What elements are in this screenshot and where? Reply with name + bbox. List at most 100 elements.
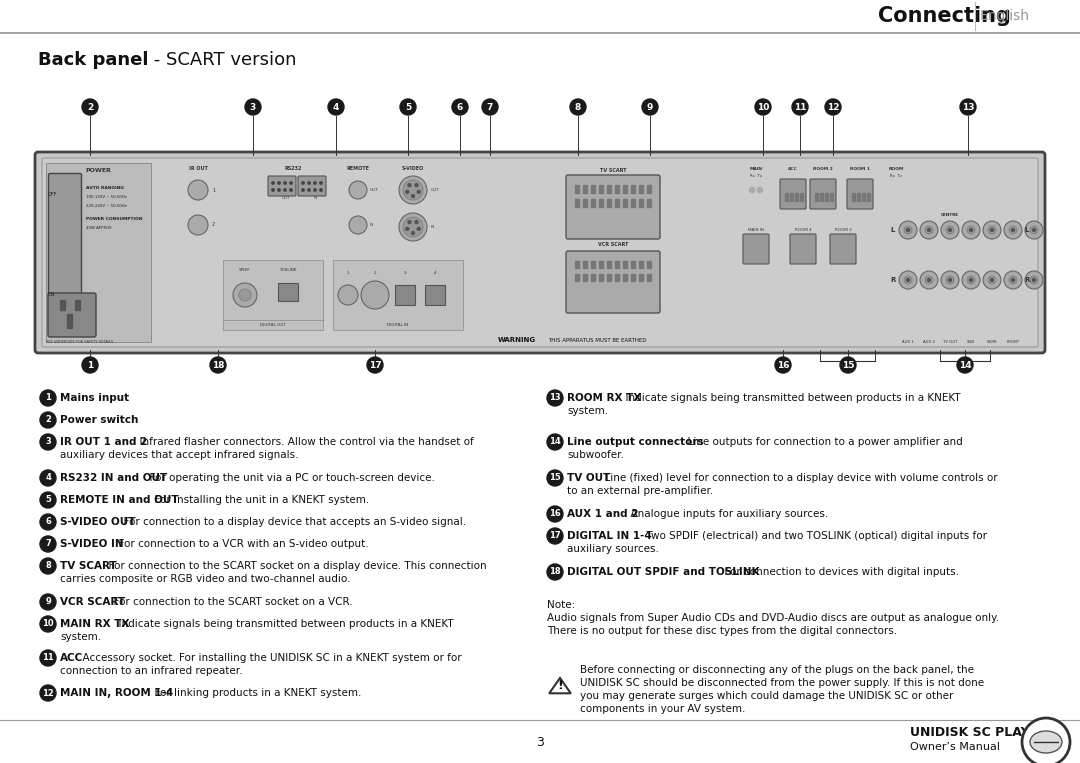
Circle shape bbox=[941, 271, 959, 289]
Bar bbox=[615, 274, 619, 281]
Text: 11: 11 bbox=[42, 653, 54, 662]
Text: 1: 1 bbox=[212, 188, 215, 192]
Bar bbox=[426, 285, 445, 305]
Bar bbox=[591, 274, 595, 281]
Circle shape bbox=[40, 514, 56, 530]
Text: 4: 4 bbox=[333, 102, 339, 111]
Bar bbox=[639, 261, 643, 268]
Circle shape bbox=[328, 99, 345, 115]
Bar bbox=[639, 274, 643, 281]
Circle shape bbox=[948, 228, 951, 231]
Bar bbox=[46, 163, 151, 342]
Circle shape bbox=[239, 289, 251, 301]
Text: IN: IN bbox=[314, 196, 319, 200]
Text: system.: system. bbox=[567, 406, 608, 416]
Circle shape bbox=[825, 99, 841, 115]
Text: S-VIDEO IN: S-VIDEO IN bbox=[60, 539, 123, 549]
Bar bbox=[615, 199, 619, 207]
Circle shape bbox=[406, 227, 409, 230]
Circle shape bbox=[245, 99, 261, 115]
Circle shape bbox=[411, 195, 415, 198]
Text: For installing the unit in a KNEKT system.: For installing the unit in a KNEKT syste… bbox=[148, 495, 369, 505]
Bar bbox=[222, 260, 323, 330]
Text: to an external pre-amplifier.: to an external pre-amplifier. bbox=[567, 486, 713, 496]
Text: Power switch: Power switch bbox=[60, 415, 138, 425]
Circle shape bbox=[408, 221, 411, 224]
Bar bbox=[599, 199, 603, 207]
Circle shape bbox=[482, 99, 498, 115]
Circle shape bbox=[406, 190, 409, 193]
Text: Back panel: Back panel bbox=[38, 51, 149, 69]
Bar bbox=[278, 283, 298, 301]
Text: 13: 13 bbox=[962, 102, 974, 111]
Circle shape bbox=[40, 492, 56, 508]
Text: For connection to the SCART socket on a VCR.: For connection to the SCART socket on a … bbox=[107, 597, 352, 607]
Text: WARNING: WARNING bbox=[498, 337, 536, 343]
Bar bbox=[631, 274, 635, 281]
Circle shape bbox=[233, 283, 257, 307]
Text: IR OUT 1 and 2: IR OUT 1 and 2 bbox=[60, 437, 147, 447]
Circle shape bbox=[399, 213, 427, 241]
Text: TV SCART: TV SCART bbox=[599, 168, 626, 172]
Text: DIGITAL IN 1-4: DIGITAL IN 1-4 bbox=[567, 531, 651, 541]
Bar bbox=[631, 261, 635, 268]
Circle shape bbox=[946, 226, 954, 234]
Bar bbox=[67, 314, 72, 328]
Text: AUX 1 and 2: AUX 1 and 2 bbox=[567, 509, 638, 519]
Circle shape bbox=[40, 650, 56, 666]
Circle shape bbox=[415, 184, 418, 187]
Text: UNIDISK SC should be disconnected from the power supply. If this is not done: UNIDISK SC should be disconnected from t… bbox=[580, 678, 984, 688]
Bar bbox=[639, 185, 643, 193]
Text: 1: 1 bbox=[347, 271, 349, 275]
Circle shape bbox=[920, 271, 939, 289]
Text: 5: 5 bbox=[405, 102, 411, 111]
Text: Analogue inputs for auxiliary sources.: Analogue inputs for auxiliary sources. bbox=[624, 509, 828, 519]
Circle shape bbox=[338, 285, 357, 305]
Text: Line output connectors: Line output connectors bbox=[567, 437, 704, 447]
FancyBboxPatch shape bbox=[789, 234, 816, 264]
Text: 2: 2 bbox=[212, 223, 215, 227]
Bar bbox=[607, 261, 611, 268]
Circle shape bbox=[546, 434, 563, 450]
Text: 16: 16 bbox=[777, 360, 789, 369]
Text: IN: IN bbox=[370, 223, 374, 227]
Text: THIS APPARATUS MUST BE EARTHED: THIS APPARATUS MUST BE EARTHED bbox=[548, 337, 647, 343]
Text: 9: 9 bbox=[647, 102, 653, 111]
Text: 18: 18 bbox=[550, 568, 561, 577]
Text: Indicate signals being transmitted between products in a KNEKT: Indicate signals being transmitted betwe… bbox=[112, 619, 454, 629]
Bar bbox=[607, 185, 611, 193]
Bar bbox=[607, 199, 611, 207]
Circle shape bbox=[40, 434, 56, 450]
Circle shape bbox=[988, 276, 996, 284]
Bar bbox=[623, 185, 627, 193]
Circle shape bbox=[1009, 276, 1017, 284]
FancyBboxPatch shape bbox=[847, 179, 873, 209]
Text: Audio signals from Super Audio CDs and DVD-Audio discs are output as analogue on: Audio signals from Super Audio CDs and D… bbox=[546, 613, 999, 623]
Text: For connection to a VCR with an S-video output.: For connection to a VCR with an S-video … bbox=[112, 539, 368, 549]
Text: 7: 7 bbox=[487, 102, 494, 111]
Bar bbox=[785, 193, 788, 201]
Bar bbox=[615, 261, 619, 268]
Bar bbox=[395, 285, 415, 305]
Text: Line outputs for connection to a power amplifier and: Line outputs for connection to a power a… bbox=[681, 437, 963, 447]
Text: Indicate signals being transmitted between products in a KNEKT: Indicate signals being transmitted betwe… bbox=[619, 393, 960, 403]
FancyBboxPatch shape bbox=[298, 176, 326, 196]
Bar bbox=[615, 185, 619, 193]
Circle shape bbox=[278, 188, 280, 192]
Text: S-VIDEO OUT: S-VIDEO OUT bbox=[60, 517, 135, 527]
Text: POWER CONSUMPTION: POWER CONSUMPTION bbox=[86, 217, 143, 221]
Text: 3: 3 bbox=[45, 437, 51, 446]
Circle shape bbox=[1030, 226, 1038, 234]
Text: VCR SCART: VCR SCART bbox=[598, 243, 629, 247]
Text: ROOM: ROOM bbox=[889, 167, 904, 171]
Circle shape bbox=[757, 187, 762, 193]
Bar bbox=[647, 185, 651, 193]
Circle shape bbox=[546, 390, 563, 406]
Text: Note:: Note: bbox=[546, 600, 576, 610]
Text: REMOTE IN and OUT: REMOTE IN and OUT bbox=[60, 495, 178, 505]
Text: AUTO RANGING: AUTO RANGING bbox=[86, 186, 124, 190]
Text: R: R bbox=[890, 277, 895, 283]
Bar bbox=[591, 185, 595, 193]
Bar bbox=[623, 199, 627, 207]
Text: DIGITAL OUT SPDIF and TOSLINK: DIGITAL OUT SPDIF and TOSLINK bbox=[567, 567, 759, 577]
